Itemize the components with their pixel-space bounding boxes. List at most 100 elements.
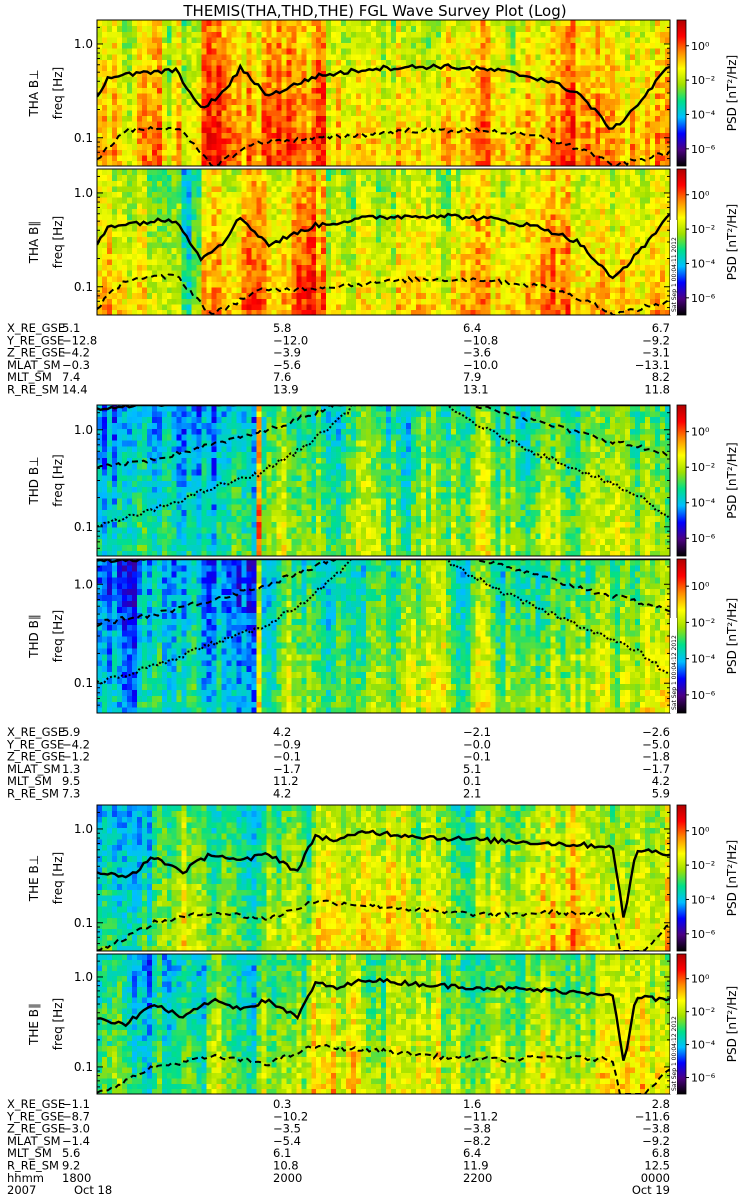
colorbar-label: PSD [nT²/Hz] [725, 840, 739, 916]
colorbar-tick-label: 10⁰ [691, 580, 710, 593]
figure-content: 1.0 0.1 THA B⊥ freq [Hz] 10⁰ 10⁻² 10⁻⁴ 10⁻⁶ PSD … [6, 19, 739, 1197]
y-tick-label: 1.0 [74, 37, 93, 51]
ephemeris-value: 5.6 [62, 1146, 80, 1160]
colorbar [676, 558, 687, 714]
colorbar-tick-label: 10⁻² [691, 74, 715, 87]
ephemeris-value: −3.1 [642, 346, 670, 360]
ephemeris-value: −0.3 [62, 358, 90, 372]
ephemeris-value: −3.8 [642, 1122, 670, 1136]
ephemeris-value: Oct 18 [74, 1183, 112, 1197]
dashed-frequency-line [97, 1043, 670, 1094]
spectrogram-panel: 1.0 0.1 THA B∥ freq [Hz] 10⁰ 10⁻² 10⁻⁴ 10⁻⁶ PSD … [27, 168, 739, 316]
ephemeris-value: Oct 19 [632, 1183, 670, 1197]
ephemeris-label: MLAT_SM [7, 762, 61, 776]
spectrogram-panel: 1.0 0.1 THE B∥ freq [Hz] 10⁰ 10⁻² 10⁻⁴ 10⁻⁶ PSD … [27, 953, 739, 1095]
ephemeris-value: −3.5 [273, 1122, 301, 1136]
ephemeris-value: −9.2 [642, 1134, 670, 1148]
ephemeris-value: 5.9 [62, 725, 80, 739]
colorbar-tick-label: 10⁻² [691, 461, 715, 474]
ephemeris-value: −0.0 [463, 737, 491, 751]
ephemeris-value: 14.4 [62, 383, 88, 397]
dotted-frequency-line [97, 559, 670, 685]
ephemeris-value: −1.2 [62, 750, 90, 764]
ephemeris-value: −0.9 [273, 737, 301, 751]
ephemeris-label: Z_RE_GSE [7, 346, 65, 360]
ephemeris-value: −1.7 [273, 762, 301, 776]
solid-frequency-line [97, 977, 670, 1061]
colorbar-tick-label: 10⁻² [691, 223, 715, 236]
ephemeris-value: −8.2 [463, 1134, 491, 1148]
ephemeris-value: 1800 [62, 1171, 91, 1185]
y-tick-label: 0.1 [74, 520, 93, 534]
freq-axis-label: freq [Hz] [51, 216, 65, 268]
ephemeris-value: 5.9 [652, 787, 670, 801]
ephemeris-value: −12.8 [62, 333, 97, 347]
colorbar [676, 404, 687, 557]
colorbar-tick-label: 10⁻⁴ [691, 653, 716, 666]
panel-label: THA B⊥ [27, 69, 41, 117]
ephemeris-value: −3.9 [273, 346, 301, 360]
colorbar-label: PSD [nT²/Hz] [725, 442, 739, 518]
ephemeris-value: 0000 [641, 1171, 670, 1185]
ephemeris-value: 12.5 [644, 1159, 670, 1173]
colorbar-label: PSD [nT²/Hz] [725, 598, 739, 674]
dashed-frequency-line [97, 899, 670, 951]
ephemeris-label: Z_RE_GSE [7, 1122, 65, 1136]
colorbar-tick-label: 10⁻⁴ [691, 257, 716, 270]
ephemeris-value: 6.4 [463, 321, 481, 335]
colorbar [676, 19, 687, 167]
y-tick-label: 1.0 [74, 577, 93, 591]
colorbar-tick-label: 10⁰ [691, 973, 710, 986]
y-tick-label: 0.1 [74, 916, 93, 930]
colorbar-tick-label: 10⁻⁶ [691, 532, 716, 545]
y-tick-label: 1.0 [74, 423, 93, 437]
ephemeris-value: −13.1 [635, 358, 670, 372]
y-tick-label: 0.1 [74, 280, 93, 294]
ephemeris-value: 11.9 [463, 1159, 489, 1173]
colorbar-tick-label: 10⁻⁴ [691, 108, 716, 121]
ephemeris-value: 4.2 [652, 774, 670, 788]
ephemeris-value: −3.8 [463, 1122, 491, 1136]
date-stamp: Sat Sep 1 00:04:12 2012 [670, 618, 678, 713]
colorbar-tick-label: 10⁻⁶ [691, 292, 716, 305]
spectrogram-panel: 1.0 0.1 THD B∥ freq [Hz] 10⁰ 10⁻² 10⁻⁴ 10⁻⁶ PSD … [27, 558, 739, 714]
ephemeris-value: −4.2 [62, 737, 90, 751]
ephemeris-value: −3.0 [62, 1122, 90, 1136]
colorbar-tick-label: 10⁰ [691, 825, 710, 838]
y-tick-label: 1.0 [74, 822, 93, 836]
ephemeris-label: X_RE_GSE [7, 725, 65, 739]
ephemeris-value: 11.8 [644, 383, 670, 397]
ephemeris-value: −10.2 [273, 1109, 308, 1123]
freq-axis-label: freq [Hz] [51, 454, 65, 506]
date-stamp: Sat Sep 1 00:04:12 2012 [670, 999, 678, 1094]
ephemeris-value: −10.8 [463, 333, 498, 347]
ephemeris-value: −0.1 [463, 750, 491, 764]
y-tick-label: 1.0 [74, 970, 93, 984]
colorbar [676, 953, 687, 1095]
ephemeris-value: −12.0 [273, 333, 308, 347]
ephemeris-value: −2.6 [642, 725, 670, 739]
colorbar-label: PSD [nT²/Hz] [725, 204, 739, 280]
ephemeris-value: 4.2 [273, 787, 291, 801]
colorbar-tick-label: 10⁻⁶ [691, 143, 716, 156]
y-tick-label: 0.1 [74, 1060, 93, 1074]
ephemeris-value: 5.1 [62, 321, 80, 335]
ephemeris-label: Y_RE_GSE [6, 1109, 64, 1123]
ephemeris-value: −11.6 [635, 1109, 670, 1123]
solid-frequency-line [97, 63, 670, 130]
colorbar-tick-label: 10⁻⁴ [691, 497, 716, 510]
ephemeris-value: −10.0 [463, 358, 498, 372]
ephemeris-value: 8.2 [652, 370, 670, 384]
ephemeris-value: 9.2 [62, 1159, 80, 1173]
dashed-frequency-line [97, 125, 670, 166]
freq-axis-label: freq [Hz] [51, 67, 65, 119]
panel-label: THD B∥ [27, 614, 41, 659]
ephemeris-label: R_RE_SM [7, 1159, 59, 1173]
y-tick-label: 0.1 [74, 131, 93, 145]
colorbar-tick-label: 10⁻⁴ [691, 1039, 716, 1052]
ephemeris-value: 9.5 [62, 774, 80, 788]
ephemeris-value: 5.8 [273, 321, 291, 335]
ephemeris-value: 2.1 [463, 787, 481, 801]
ephemeris-value: −1.8 [642, 750, 670, 764]
spectrogram-panel: 1.0 0.1 THE B⊥ freq [Hz] 10⁰ 10⁻² 10⁻⁴ 10⁻⁶ PSD … [27, 804, 739, 952]
